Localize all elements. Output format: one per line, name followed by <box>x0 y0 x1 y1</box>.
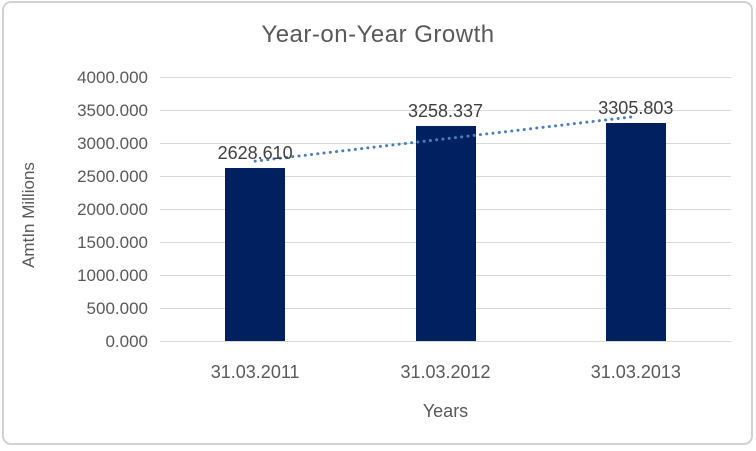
y-tick-label: 2000.000 <box>77 200 148 219</box>
bar <box>605 122 666 341</box>
x-tick-label: 31.03.2011 <box>210 362 300 382</box>
y-tick-label: 3500.000 <box>77 101 148 120</box>
y-tick-label: 1000.000 <box>77 266 148 285</box>
bar <box>415 125 476 341</box>
data-label: 3258.337 <box>407 100 484 121</box>
y-tick-label: 0.000 <box>105 332 148 351</box>
x-axis-title: Years <box>422 401 469 421</box>
y-tick-label: 4000.000 <box>77 68 148 87</box>
y-axis-title: AmtIn Millions <box>19 162 38 268</box>
x-tick-label: 31.03.2012 <box>400 362 491 382</box>
y-tick-label: 1500.000 <box>77 233 148 252</box>
y-tick-label: 2500.000 <box>77 167 148 186</box>
gridline <box>160 341 731 342</box>
y-tick-label: 3000.000 <box>77 134 148 153</box>
bar <box>225 167 286 341</box>
gridline <box>160 77 731 78</box>
chart-title: Year-on-Year Growth <box>261 21 495 48</box>
data-label: 3305.803 <box>598 97 674 118</box>
gridline <box>160 110 731 111</box>
x-tick-label: 31.03.2013 <box>590 362 681 382</box>
data-label: 2628.610 <box>217 142 293 163</box>
y-tick-label: 500.000 <box>86 299 148 318</box>
